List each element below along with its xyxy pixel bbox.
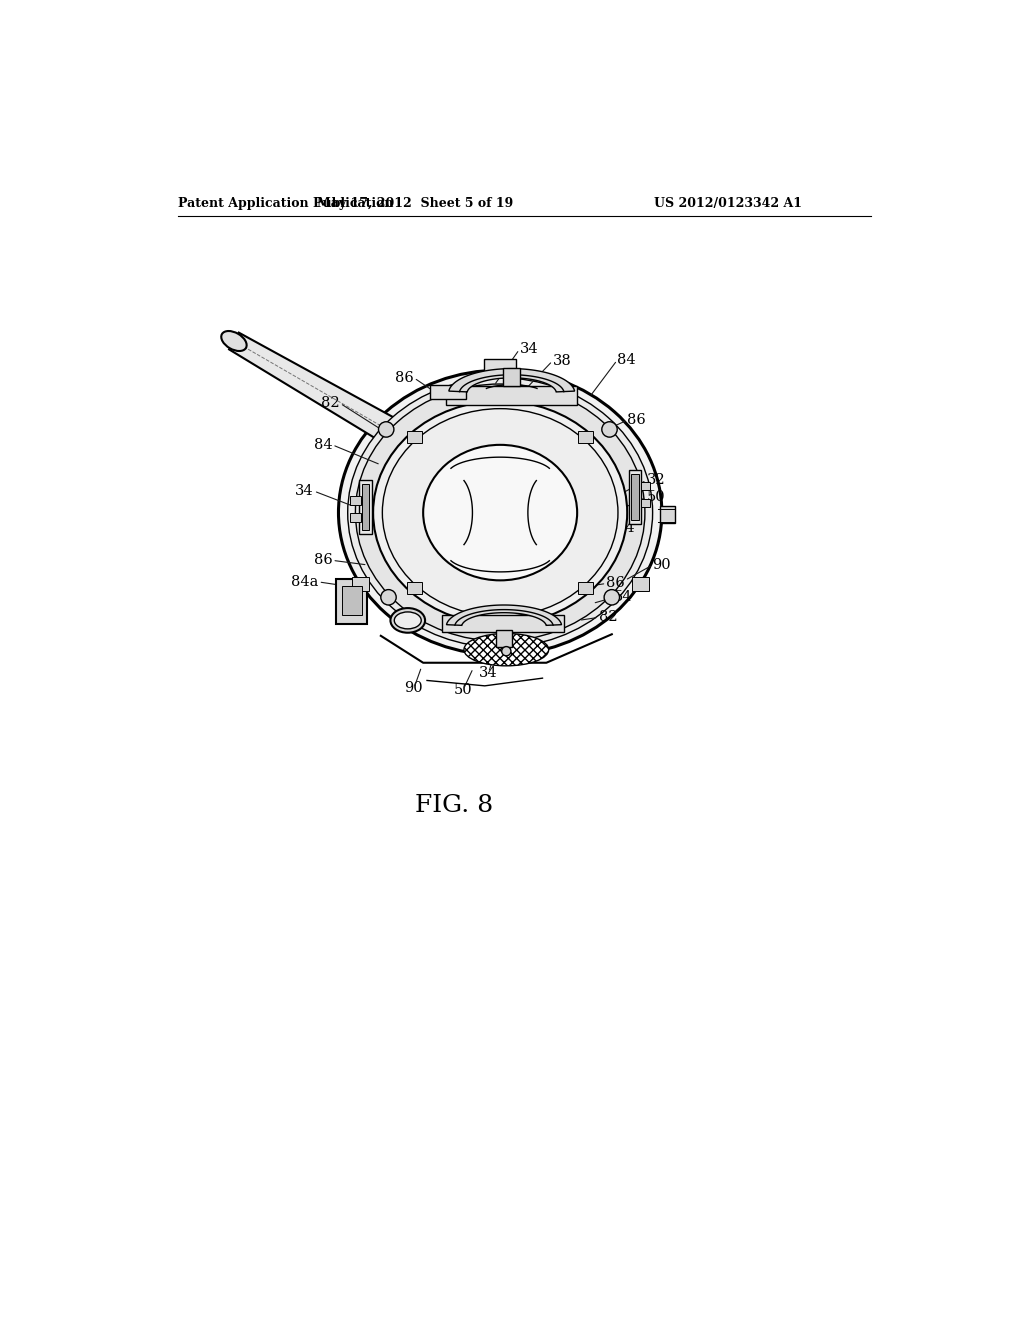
Polygon shape	[446, 605, 561, 626]
FancyBboxPatch shape	[407, 430, 422, 444]
FancyBboxPatch shape	[578, 430, 593, 444]
Text: May 17, 2012  Sheet 5 of 19: May 17, 2012 Sheet 5 of 19	[317, 197, 514, 210]
FancyBboxPatch shape	[351, 577, 369, 591]
FancyBboxPatch shape	[407, 582, 422, 594]
Ellipse shape	[464, 634, 549, 665]
Bar	[350, 512, 360, 521]
Text: 84a: 84a	[291, 576, 318, 589]
Ellipse shape	[221, 331, 247, 351]
Ellipse shape	[423, 445, 578, 581]
Ellipse shape	[339, 370, 662, 655]
Text: 34: 34	[479, 665, 498, 680]
Text: 38: 38	[553, 354, 571, 368]
Ellipse shape	[382, 409, 617, 616]
Text: 84: 84	[313, 438, 333, 451]
Polygon shape	[449, 368, 574, 392]
FancyBboxPatch shape	[484, 359, 516, 372]
Bar	[359, 480, 372, 535]
Polygon shape	[229, 333, 401, 445]
Ellipse shape	[373, 401, 628, 624]
Text: FIG. 8: FIG. 8	[415, 793, 493, 817]
Circle shape	[502, 647, 511, 656]
FancyBboxPatch shape	[659, 506, 675, 523]
FancyBboxPatch shape	[578, 582, 593, 594]
Text: 90: 90	[652, 558, 672, 572]
Ellipse shape	[348, 378, 652, 647]
Text: 82: 82	[322, 396, 340, 411]
FancyBboxPatch shape	[503, 368, 520, 387]
Bar	[629, 470, 641, 524]
FancyBboxPatch shape	[336, 578, 367, 624]
Text: 82: 82	[599, 610, 617, 624]
Bar	[631, 474, 639, 520]
Text: Patent Application Publication: Patent Application Publication	[178, 197, 394, 210]
Circle shape	[381, 590, 396, 605]
FancyBboxPatch shape	[446, 385, 578, 405]
Text: 34: 34	[617, 521, 636, 535]
Bar	[641, 482, 650, 490]
FancyBboxPatch shape	[632, 577, 648, 591]
Ellipse shape	[394, 612, 421, 628]
Text: 86: 86	[313, 553, 333, 568]
Text: 34: 34	[519, 342, 538, 356]
Ellipse shape	[390, 609, 425, 632]
Circle shape	[604, 590, 620, 605]
Text: 50: 50	[454, 682, 472, 697]
Ellipse shape	[355, 384, 645, 642]
Text: 54: 54	[614, 590, 633, 605]
Bar	[641, 499, 650, 507]
FancyBboxPatch shape	[442, 615, 564, 632]
Text: US 2012/0123342 A1: US 2012/0123342 A1	[654, 197, 802, 210]
Text: 50: 50	[646, 490, 665, 504]
Circle shape	[602, 422, 617, 437]
Text: 90: 90	[404, 681, 423, 696]
Text: 86: 86	[628, 413, 646, 428]
Text: 84: 84	[617, 354, 636, 367]
Text: 86: 86	[395, 371, 414, 385]
FancyBboxPatch shape	[497, 630, 512, 647]
Text: 30: 30	[494, 512, 515, 529]
Circle shape	[379, 422, 394, 437]
Bar	[350, 496, 360, 506]
FancyBboxPatch shape	[342, 586, 361, 615]
Text: 34: 34	[295, 484, 313, 498]
Text: 32: 32	[646, 474, 665, 487]
FancyBboxPatch shape	[430, 385, 466, 399]
Bar	[361, 484, 370, 531]
Text: 86: 86	[606, 577, 626, 590]
